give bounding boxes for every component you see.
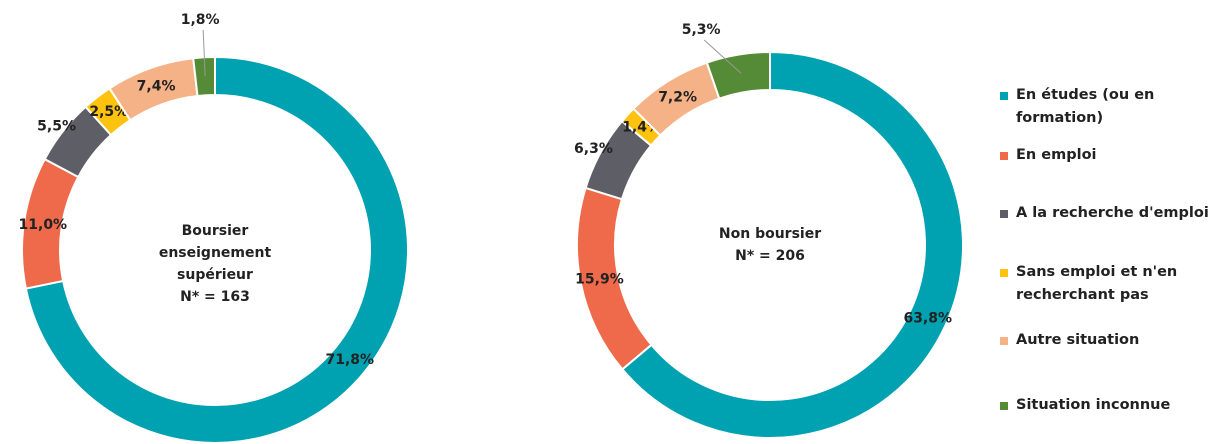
slice: [620, 50, 964, 439]
legend-swatch: [1000, 210, 1008, 218]
legend-swatch: [1000, 402, 1008, 410]
legend-item: En emploi: [1000, 144, 1220, 167]
legend-swatch: [1000, 92, 1008, 100]
data-label: 2,5%: [89, 104, 128, 120]
legend-label: Situation inconnue: [1016, 397, 1171, 413]
data-label: 11,0%: [19, 217, 68, 233]
data-label: 63,8%: [903, 310, 952, 326]
legend-item: A la recherche d'emploi: [1000, 202, 1220, 225]
slice: [192, 55, 216, 98]
legend-item: En études (ou en formation): [1000, 84, 1220, 130]
data-label: 7,4%: [137, 78, 176, 94]
leader-line: [202, 29, 206, 77]
legend-swatch: [1000, 152, 1008, 160]
chart-title: Non boursier: [718, 226, 822, 242]
legend-item: Situation inconnue: [1000, 394, 1220, 417]
data-label: 6,3%: [574, 141, 613, 157]
legend-label: En emploi: [1016, 147, 1097, 163]
center-label: Non boursier N* = 206: [660, 223, 880, 267]
legend-label: Autre situation: [1016, 332, 1140, 348]
slice: [24, 55, 409, 444]
legend-swatch: [1000, 337, 1008, 345]
legend-item: Autre situation: [1000, 329, 1220, 352]
data-label: 71,8%: [325, 352, 374, 368]
legend-label: En études (ou en formation): [1016, 87, 1155, 126]
legend-label: A la recherche d'emploi: [1016, 205, 1209, 221]
data-label: 5,5%: [37, 118, 76, 134]
chart-subtitle: N* = 163: [180, 289, 250, 305]
chart-title: Boursier enseignement supérieur: [158, 223, 272, 283]
data-label: 15,9%: [575, 272, 624, 288]
legend-label: Sans emploi et n'en recherchant pas: [1016, 264, 1178, 303]
chart-subtitle: N* = 206: [735, 248, 805, 264]
legend-item: Sans emploi et n'en recherchant pas: [1000, 261, 1220, 307]
data-label: 1,8%: [181, 12, 220, 28]
leader-line: [703, 39, 742, 74]
data-label: 7,2%: [658, 90, 697, 106]
slice: [705, 50, 771, 100]
data-label: 5,3%: [682, 22, 721, 38]
legend-swatch: [1000, 269, 1008, 277]
center-label: Boursier enseignement supérieur N* = 163: [105, 220, 325, 308]
